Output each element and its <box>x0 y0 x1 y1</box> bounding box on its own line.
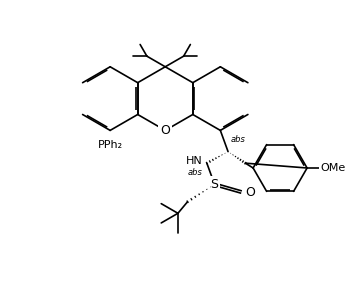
Text: abs: abs <box>231 135 246 144</box>
Text: PPh₂: PPh₂ <box>98 140 123 150</box>
Text: O: O <box>245 186 255 199</box>
Text: O: O <box>160 124 170 137</box>
Text: S: S <box>211 178 218 191</box>
Text: HN: HN <box>186 156 203 166</box>
Text: abs: abs <box>188 168 203 177</box>
Text: OMe: OMe <box>321 163 346 173</box>
